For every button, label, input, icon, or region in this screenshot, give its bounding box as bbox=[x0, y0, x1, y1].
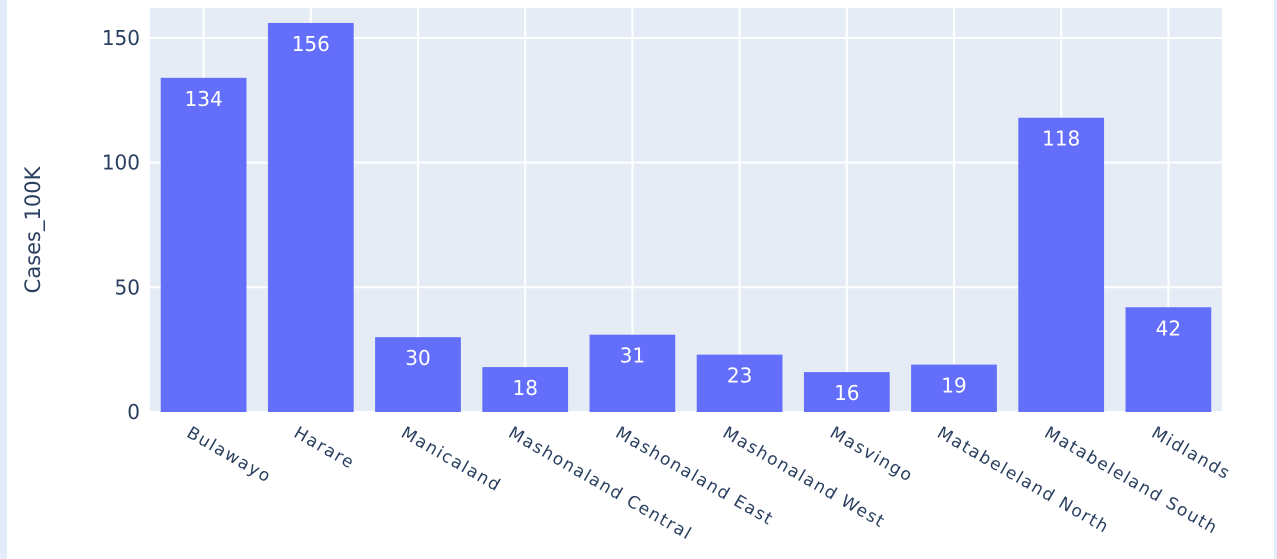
y-tick-label: 0 bbox=[127, 400, 140, 424]
y-tick-label: 100 bbox=[102, 151, 140, 175]
y-tick-label: 150 bbox=[102, 26, 140, 50]
bar-harare bbox=[267, 22, 354, 413]
bar-value-label: 18 bbox=[512, 376, 537, 400]
y-tick-label: 50 bbox=[115, 275, 140, 299]
bar-value-label: 156 bbox=[292, 32, 330, 56]
y-axis-label: Cases_100K bbox=[21, 165, 46, 293]
bar-matabeleland-south bbox=[1018, 117, 1105, 412]
x-tick-label: Midlands bbox=[1148, 423, 1234, 484]
data-labels: 134 156 30 18 31 23 16 19 118 42 bbox=[185, 32, 1182, 405]
x-tick-label: Manicaland bbox=[398, 423, 505, 496]
x-tick-label: Mashonaland Central bbox=[505, 423, 696, 545]
bar-value-label: 16 bbox=[834, 381, 859, 405]
x-axis-ticks: Bulawayo Harare Manicaland Mashonaland Cent… bbox=[183, 423, 1234, 545]
bar-value-label: 31 bbox=[620, 344, 645, 368]
bar-manicaland bbox=[375, 337, 461, 412]
bar-matabeleland-north bbox=[911, 364, 997, 412]
bar-value-label: 23 bbox=[727, 364, 752, 388]
bar-bulawayo bbox=[160, 77, 247, 413]
bar-value-label: 19 bbox=[941, 374, 966, 398]
bar-midlands bbox=[1125, 307, 1212, 412]
bars bbox=[160, 22, 1212, 413]
x-tick-label: Matabeleland North bbox=[934, 423, 1113, 538]
bar-value-label: 42 bbox=[1156, 316, 1181, 340]
x-tick-label: Matabeleland South bbox=[1041, 423, 1222, 539]
x-tick-label: Bulawayo bbox=[183, 423, 275, 488]
bar-masvingo bbox=[803, 372, 890, 412]
x-tick-label: Harare bbox=[290, 423, 358, 474]
y-axis-ticks: 0 50 100 150 bbox=[102, 26, 140, 424]
bar-mashonaland-central bbox=[482, 367, 569, 412]
bar-value-label: 118 bbox=[1042, 127, 1080, 151]
bar-value-label: 30 bbox=[405, 346, 430, 370]
bar-mashonaland-east bbox=[589, 334, 676, 412]
x-tick-label: Masvingo bbox=[826, 423, 916, 487]
bar-chart: 134 156 30 18 31 23 16 19 118 42 0 50 100 150 Bulawa… bbox=[21, 8, 1234, 545]
bar-value-label: 134 bbox=[185, 87, 223, 111]
bar-mashonaland-west bbox=[696, 354, 783, 412]
